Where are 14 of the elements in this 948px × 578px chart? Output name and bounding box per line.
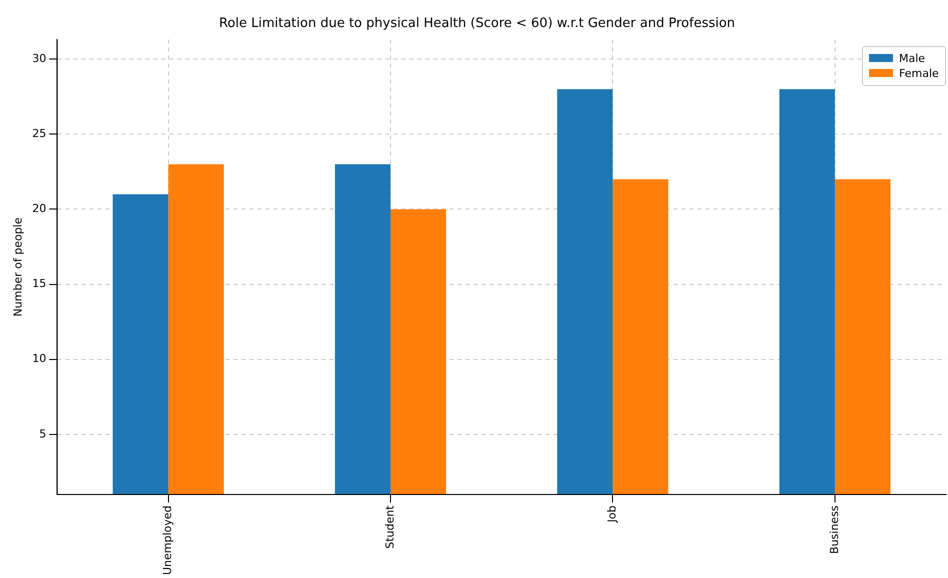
y-tick-label: 15	[32, 277, 46, 290]
x-tick-label: Student	[383, 504, 396, 549]
y-tick-label: 20	[32, 202, 46, 216]
x-tick-label: Business	[828, 505, 841, 554]
chart-title: Role Limitation due to physical Health (Score < 60) w.r.t Gender and Profession	[218, 16, 736, 32]
x-tick-label: Unemployed	[161, 505, 174, 576]
legend-label: Female	[899, 66, 939, 80]
y-tick-label: 25	[32, 127, 46, 140]
y-tick-label: 5	[39, 427, 46, 440]
y-tick-label: 10	[32, 352, 46, 366]
y-axis-title: Number of people	[11, 217, 24, 317]
x-tick-label: Job	[606, 505, 619, 524]
legend-label: Male	[899, 52, 926, 65]
y-tick-label: 30	[32, 52, 46, 65]
